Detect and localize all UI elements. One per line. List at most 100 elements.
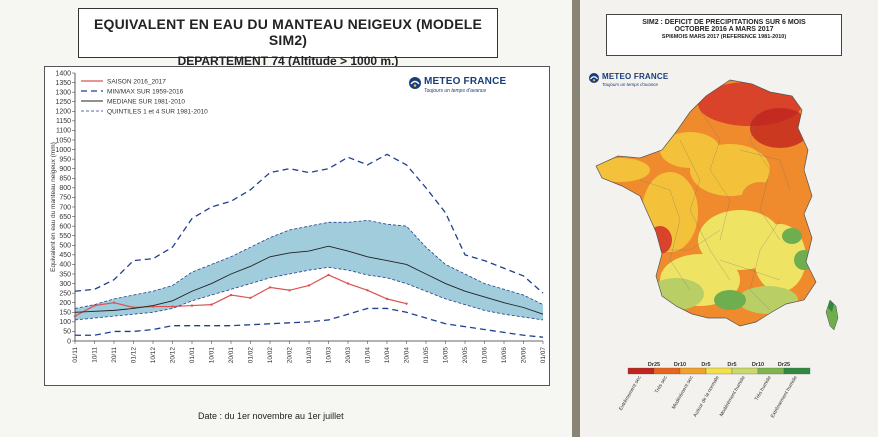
map-period: OCTOBRE 2016 A MARS 2017 xyxy=(674,26,774,33)
y-tick-label: 900 xyxy=(59,166,71,173)
series-saison-point xyxy=(366,289,369,292)
chart-frame: 0 50 100 150 200 250 300 350 400 450 500 550 600 650 7… xyxy=(44,66,550,386)
y-tick-label: 300 xyxy=(59,281,71,288)
legend-color-swatch xyxy=(757,367,785,375)
series-saison-point xyxy=(307,284,311,287)
x-tick-label: 10/04 xyxy=(384,347,391,364)
y-tick-label: 450 xyxy=(59,252,71,259)
x-tick-label: 20/12 xyxy=(170,347,177,364)
legend-color-swatch xyxy=(731,367,759,375)
x-tick-label: 01/06 xyxy=(482,347,489,364)
y-tick-label: 1050 xyxy=(55,137,71,144)
y-tick-label: 1100 xyxy=(56,128,71,135)
y-tick-label: 1400 xyxy=(55,70,71,77)
y-tick-label: 200 xyxy=(59,300,71,307)
x-tick-label: 20/02 xyxy=(287,347,294,364)
series-saison-point xyxy=(405,302,408,305)
logo-tagline: Toujours un temps d'avance xyxy=(602,82,658,87)
series-saison-line xyxy=(74,274,407,317)
y-tick-label: 700 xyxy=(59,204,71,211)
legend-category-label: Extrêmement humide xyxy=(770,375,799,419)
series-saison-point xyxy=(93,304,96,307)
series-q4-line xyxy=(74,219,544,309)
meteo-france-logo-map: METEO FRANCE Toujours un temps d'avance xyxy=(588,72,668,87)
x-tick-label: 20/01 xyxy=(228,347,235,364)
x-tick-label: 01/01 xyxy=(189,347,196,364)
y-tick-label: 350 xyxy=(59,271,71,278)
y-tick-label: 1250 xyxy=(55,99,71,106)
meteo-france-emblem-icon xyxy=(409,77,421,89)
y-axis-title: Equivalent en eau du manteau neigeux (mm… xyxy=(50,142,57,272)
legend-threshold-label: Dr25 xyxy=(648,362,660,368)
chart-sheet: EQUIVALENT EN EAU DU MANTEAU NEIGEUX (MO… xyxy=(0,0,572,437)
x-tick-label: 10/03 xyxy=(326,347,333,364)
y-tick-label: 750 xyxy=(59,195,71,202)
corsica xyxy=(825,299,839,331)
x-tick-label: 10/05 xyxy=(443,347,450,364)
legend-label: QUINTILES 1 et 4 SUR 1981-2010 xyxy=(107,108,208,115)
x-tick-label: 20/04 xyxy=(404,347,411,364)
map-reference: SPI6MOIS MARS 2017 (REFERENCE 1981-2010) xyxy=(661,34,787,40)
x-tick-label: 20/05 xyxy=(462,347,469,364)
series-saison-point xyxy=(112,301,116,304)
logo-tagline: Toujours un temps d'avance xyxy=(424,88,487,94)
y-tick-label: 650 xyxy=(59,214,71,221)
chart-title-box: EQUIVALENT EN EAU DU MANTEAU NEIGEUX (MO… xyxy=(78,8,498,68)
x-tick-label: 20/11 xyxy=(111,347,118,363)
chart-title: EQUIVALENT EN EAU DU MANTEAU NEIGEUX (MO… xyxy=(93,16,483,48)
x-tick-label: 01/05 xyxy=(423,347,430,364)
series-max-line xyxy=(74,153,544,294)
series-saison-point xyxy=(385,297,389,301)
chart-subtitle: DEPARTEMENT 74 (Altitude > 1000 m.) xyxy=(177,54,399,68)
legend-label: MEDIANE SUR 1981-2010 xyxy=(107,98,185,105)
x-tick-label: 01/11 xyxy=(72,347,79,363)
chart-plot: 0 50 100 150 200 250 300 350 400 450 500 550 600 650 7… xyxy=(50,70,547,364)
x-tick-label: 01/02 xyxy=(248,347,255,364)
y-tick-label: 150 xyxy=(59,310,71,317)
series-saison-point xyxy=(249,296,252,300)
series-q1-line xyxy=(74,266,544,321)
map-title: SIM2 : DEFICIT DE PRECIPITATIONS SUR 6 M… xyxy=(642,19,806,26)
legend-category-label: Très humide xyxy=(754,375,773,402)
x-tick-label: 01/03 xyxy=(306,347,313,364)
legend-category-label: Modérément sec xyxy=(671,375,695,411)
legend-color-swatch xyxy=(705,367,733,375)
x-tick-label: 20/03 xyxy=(345,347,352,364)
legend-threshold-label: Dr10 xyxy=(674,362,686,368)
france-outline xyxy=(595,79,817,327)
logo-name: METEO FRANCE xyxy=(424,76,507,87)
x-axis-title: Date : du 1er novembre au 1er juillet xyxy=(198,411,344,421)
series-median-line xyxy=(74,245,544,315)
legend-category-label: Extrêmement sec xyxy=(618,375,643,412)
y-tick-label: 1150 xyxy=(56,118,71,125)
legend-threshold-label: Dr10 xyxy=(752,362,764,368)
y-tick-label: 0 xyxy=(67,338,71,345)
y-tick-label: 1000 xyxy=(55,147,71,154)
series-saison-point xyxy=(288,289,291,292)
series-saison-point xyxy=(268,286,272,289)
watershed-lines xyxy=(639,99,791,311)
y-tick-label: 100 xyxy=(59,319,71,326)
legend-category-label: Autour de la normale xyxy=(692,375,721,418)
legend-threshold-label: Dr25 xyxy=(778,362,790,368)
legend-color-swatch xyxy=(783,367,811,375)
map-legend: Dr25 Dr10 Dr5 Dr5 Dr10 Dr25 Extrêmement sec Trè… xyxy=(618,362,811,419)
x-tick-label: 10/02 xyxy=(267,347,274,364)
series-saison-point xyxy=(210,303,213,306)
y-tick-label: 1350 xyxy=(55,80,71,87)
y-tick-label: 600 xyxy=(59,223,71,230)
legend-threshold-label: Dr5 xyxy=(701,362,710,368)
series-saison-point xyxy=(171,305,174,308)
series-min-line xyxy=(75,307,544,338)
x-tick-label: 10/01 xyxy=(209,347,216,364)
legend-category-label: Très sec xyxy=(654,375,669,395)
series-saison-point xyxy=(327,273,330,277)
y-tick-label: 550 xyxy=(59,233,71,240)
y-tick-label: 250 xyxy=(59,290,71,297)
series-saison-point xyxy=(346,282,350,285)
y-tick-label: 50 xyxy=(63,329,71,336)
map-sheet: SIM2 : DEFICIT DE PRECIPITATIONS SUR 6 M… xyxy=(580,0,878,437)
series-saison-point xyxy=(73,314,77,318)
logo-name: METEO FRANCE xyxy=(602,72,669,81)
legend-color-swatch xyxy=(679,367,707,375)
